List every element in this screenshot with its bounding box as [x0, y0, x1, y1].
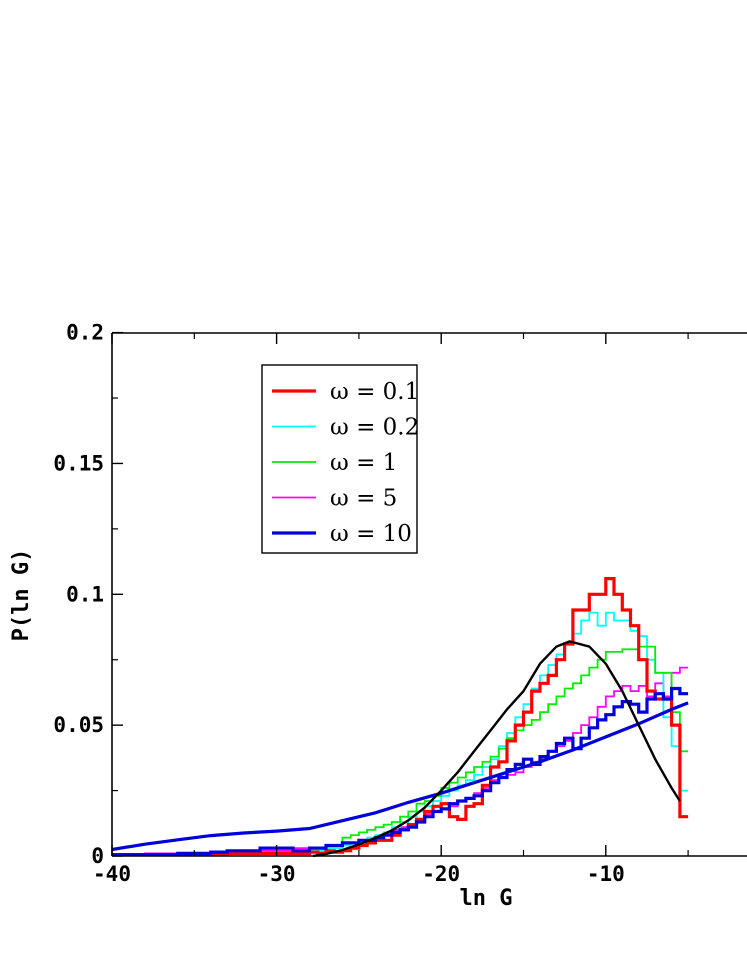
x-axis-label: ln G: [460, 886, 513, 911]
x-tick-label: -20: [422, 862, 460, 886]
y-tick-label: 0.05: [53, 713, 104, 737]
series-0-1: [112, 577, 689, 857]
legend-box: [261, 364, 418, 554]
x-tick-label: -30: [258, 862, 296, 886]
axes: [111, 332, 747, 857]
series-1: [112, 645, 689, 856]
x-tick-label: -10: [587, 862, 625, 886]
series-layer: [112, 577, 689, 857]
ticks: -40 -30 -20 -10 0 0.05 0.1 0.15 0.2: [53, 321, 689, 886]
x-tick-label: -40: [93, 862, 131, 886]
reference-curve-blue: [112, 701, 689, 852]
legend-label: ω = 10: [330, 521, 412, 547]
reference-curve-black: [312, 640, 681, 857]
legend-label: ω = 5: [330, 486, 397, 512]
legend: ω = 0.1 ω = 0.2 ω = 1 ω = 5 ω = 10: [261, 364, 419, 554]
y-tick-label: 0.2: [66, 321, 104, 345]
series-10: [112, 686, 689, 857]
y-tick-label: 0.15: [53, 451, 104, 475]
legend-label: ω = 0.1: [330, 379, 419, 405]
y-axis-label: P(ln G): [9, 549, 34, 642]
y-tick-label: 0.1: [66, 582, 104, 606]
y-tick-label: 0: [91, 844, 104, 868]
legend-label: ω = 0.2: [330, 415, 419, 441]
legend-label: ω = 1: [330, 450, 397, 476]
